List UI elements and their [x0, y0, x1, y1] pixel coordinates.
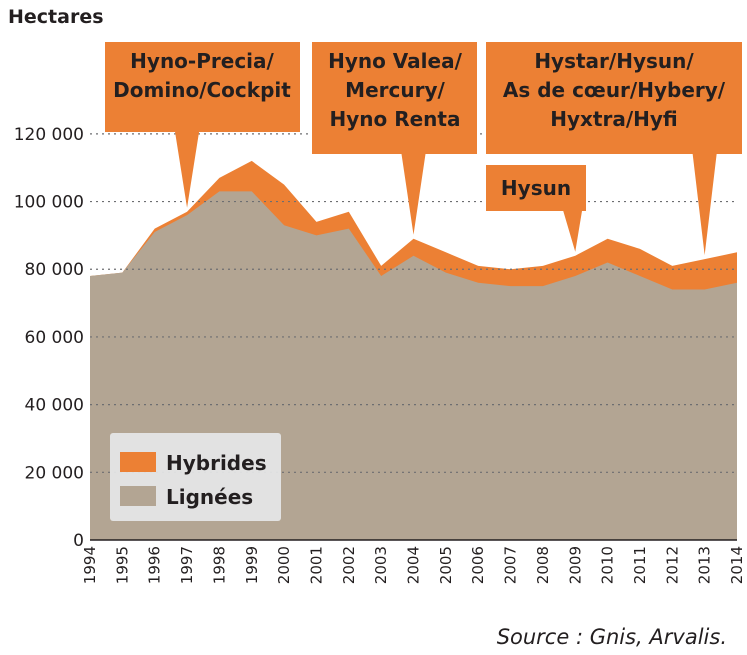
callout: Hyno-Precia/Domino/Cockpit — [105, 42, 300, 208]
legend-label: Lignées — [166, 485, 253, 509]
grid-lines — [90, 133, 737, 541]
x-tick-label: 1997 — [178, 546, 196, 584]
y-tick-label: 120 000 — [14, 125, 84, 145]
x-tick-label: 2003 — [372, 546, 390, 584]
y-axis-unit-label: Hectares — [8, 6, 104, 28]
x-tick-label: 2011 — [631, 546, 649, 584]
callout: Hyno Valea/Mercury/Hyno Renta — [312, 42, 477, 235]
callout-label: Hyno-Precia/ — [130, 49, 274, 73]
legend-label: Hybrides — [166, 451, 267, 475]
y-tick-label: 20 000 — [25, 463, 84, 483]
x-tick-label: 2002 — [340, 546, 358, 584]
x-axis-ticks: 1994 1995 1996 1997 1998 1999 2000 2001 2002 2003… — [81, 546, 746, 584]
legend-swatch — [120, 486, 156, 506]
x-tick-label: 2010 — [599, 546, 617, 584]
x-tick-label: 2012 — [663, 546, 681, 584]
callout-label: As de cœur/Hybery/ — [503, 78, 726, 102]
x-tick-label: 1996 — [146, 546, 164, 584]
callout-label: Hyxtra/Hyfi — [550, 107, 678, 131]
callout: Hystar/Hysun/As de cœur/Hybery/Hyxtra/Hy… — [486, 42, 742, 256]
x-tick-label: 2014 — [728, 546, 746, 584]
x-tick-label: 2006 — [469, 546, 487, 584]
y-tick-label: 60 000 — [25, 328, 84, 348]
x-tick-label: 2000 — [275, 546, 293, 584]
callout-label: Hyno Valea/ — [328, 49, 463, 73]
legend-swatch — [120, 452, 156, 472]
legend: Hybrides Lignées — [110, 433, 281, 521]
x-tick-label: 2004 — [405, 546, 423, 584]
y-tick-label: 0 — [73, 531, 84, 551]
x-tick-label: 1994 — [81, 546, 99, 584]
x-tick-label: 2005 — [437, 546, 455, 584]
y-axis-ticks: 0 20 000 40 000 60 000 80 000 100 000 120 000 — [14, 125, 84, 551]
source-note: Source : Gnis, Arvalis. — [496, 625, 727, 649]
callout-box — [312, 42, 477, 235]
y-tick-label: 40 000 — [25, 396, 84, 416]
callout-label: Domino/Cockpit — [113, 78, 291, 102]
x-tick-label: 1995 — [113, 546, 131, 584]
x-tick-label: 1998 — [210, 546, 228, 584]
callout-box — [486, 42, 742, 256]
callout-label: Hystar/Hysun/ — [534, 49, 694, 73]
callout-label: Mercury/ — [345, 78, 445, 102]
callout-box — [105, 42, 300, 208]
x-tick-label: 2007 — [502, 546, 520, 584]
x-tick-label: 2008 — [534, 546, 552, 584]
callout-label: Hysun — [501, 176, 571, 200]
y-tick-label: 100 000 — [14, 193, 84, 213]
callout-label: Hyno Renta — [330, 107, 461, 131]
y-tick-label: 80 000 — [25, 260, 84, 280]
x-tick-label: 2013 — [696, 546, 714, 584]
x-tick-label: 2009 — [566, 546, 584, 584]
callout: Hysun — [486, 165, 586, 252]
x-tick-label: 1999 — [243, 546, 261, 584]
callout-box — [486, 165, 586, 252]
x-tick-label: 2001 — [307, 546, 325, 584]
